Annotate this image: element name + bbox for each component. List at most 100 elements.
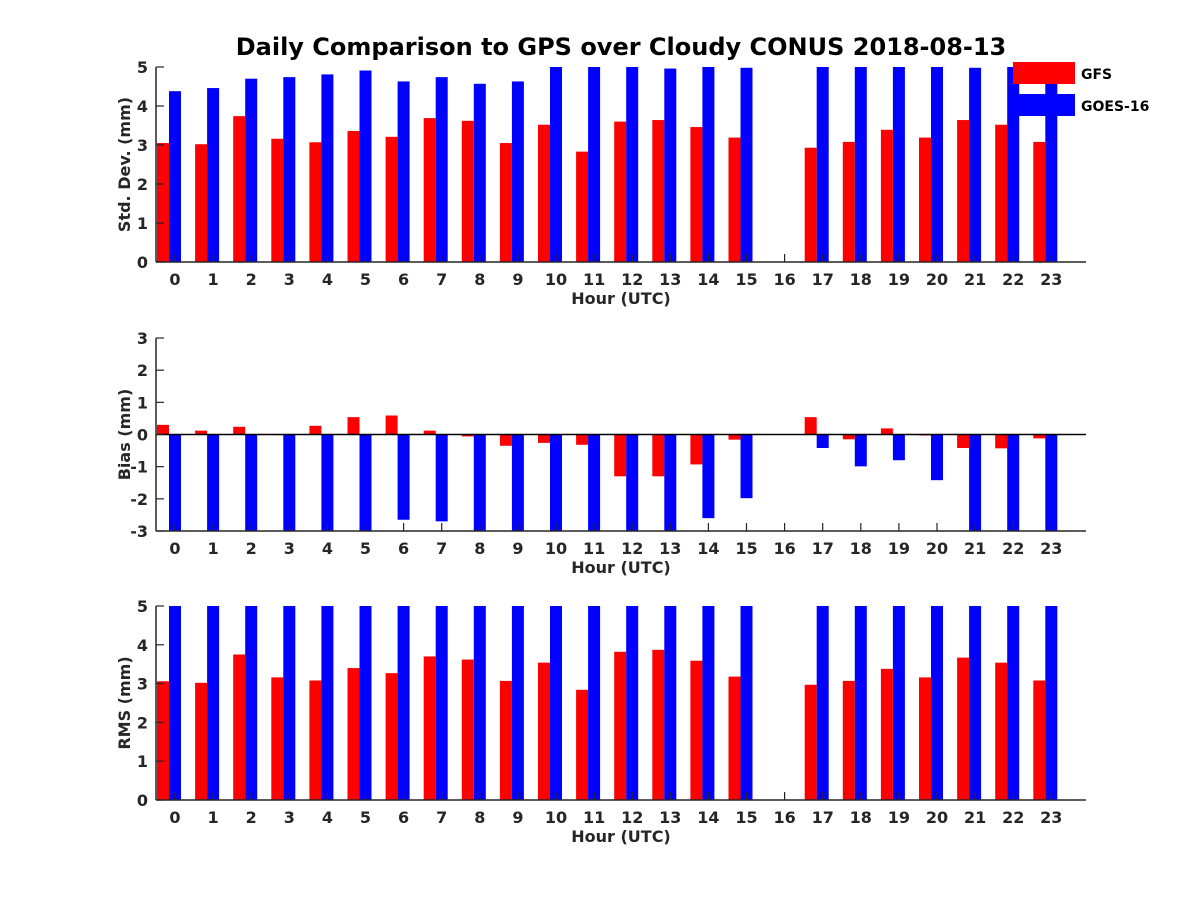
- y-tick-label: 5: [137, 58, 148, 77]
- x-tick-label: 21: [964, 539, 986, 558]
- x-tick-label: 10: [545, 270, 567, 289]
- x-tick-label: 16: [773, 539, 795, 558]
- bar-goes-16-hour-5: [359, 434, 372, 531]
- bar-gfs-hour-12: [614, 121, 627, 262]
- bar-gfs-hour-18: [842, 434, 855, 440]
- y-tick-label: 0: [137, 426, 148, 445]
- bar-gfs-hour-20: [919, 137, 931, 262]
- x-tick-label: 5: [360, 539, 371, 558]
- bar-goes-16-hour-1: [207, 434, 220, 531]
- bar-goes-16-hour-19: [892, 67, 905, 262]
- y-axis-label: Std. Dev. (mm): [115, 97, 134, 232]
- x-tick-label: 11: [583, 539, 605, 558]
- bar-gfs-hour-10: [538, 434, 550, 443]
- bar-gfs-hour-5: [347, 130, 360, 262]
- y-tick-label: 1: [137, 752, 148, 771]
- bar-goes-16-hour-13: [664, 68, 677, 262]
- bar-goes-16-hour-15: [740, 67, 753, 262]
- bar-gfs-hour-0: [157, 681, 169, 800]
- bar-gfs-hour-4: [309, 142, 322, 262]
- bar-goes-16-hour-14: [702, 434, 715, 519]
- bar-gfs-hour-2: [233, 654, 246, 800]
- y-tick-label: -3: [130, 522, 148, 541]
- x-tick-label: 20: [926, 808, 948, 827]
- x-tick-label: 14: [697, 270, 719, 289]
- x-tick-label: 0: [169, 539, 180, 558]
- x-tick-label: 21: [964, 808, 986, 827]
- bar-goes-16-hour-15: [740, 606, 753, 800]
- y-tick-label: 3: [137, 675, 148, 694]
- bar-gfs-hour-19: [880, 668, 893, 800]
- bar-goes-16-hour-14: [702, 606, 715, 800]
- legend: GFS GOES-16: [1013, 62, 1149, 116]
- bar-goes-16-hour-7: [435, 606, 448, 800]
- x-tick-label: 23: [1040, 808, 1062, 827]
- bar-gfs-hour-17: [804, 684, 817, 800]
- bar-gfs-hour-6: [385, 673, 398, 800]
- bar-gfs-hour-1: [195, 144, 208, 262]
- x-tick-label: 3: [284, 808, 295, 827]
- bar-gfs-hour-14: [690, 434, 703, 465]
- bar-goes-16-hour-19: [892, 606, 905, 800]
- bar-gfs-hour-7: [423, 656, 436, 800]
- bar-gfs-hour-17: [804, 417, 817, 435]
- x-tick-label: 14: [697, 539, 719, 558]
- x-tick-label: 7: [436, 270, 447, 289]
- bar-gfs-hour-1: [195, 430, 208, 435]
- x-tick-label: 12: [621, 808, 643, 827]
- x-tick-label: 15: [735, 808, 757, 827]
- bar-gfs-hour-1: [195, 682, 208, 800]
- bar-gfs-hour-21: [957, 657, 970, 800]
- bar-gfs-hour-10: [538, 662, 550, 800]
- bar-gfs-hour-22: [995, 124, 1008, 262]
- bar-goes-16-hour-2: [245, 78, 258, 262]
- x-tick-label: 2: [246, 539, 257, 558]
- bar-gfs-hour-8: [461, 659, 474, 800]
- bar-gfs-hour-15: [728, 434, 741, 440]
- bar-goes-16-hour-0: [169, 91, 181, 263]
- bar-gfs-hour-7: [423, 118, 436, 262]
- x-tick-label: 8: [474, 539, 485, 558]
- bar-goes-16-hour-23: [1045, 606, 1058, 800]
- legend-swatch-gfs: [1013, 62, 1075, 84]
- y-tick-label: 0: [137, 253, 148, 272]
- bar-gfs-hour-9: [499, 143, 512, 262]
- bar-goes-16-hour-3: [283, 434, 296, 531]
- bar-goes-16-hour-0: [169, 606, 181, 800]
- bar-gfs-hour-23: [1033, 434, 1046, 439]
- x-tick-label: 19: [888, 270, 910, 289]
- x-tick-label: 20: [926, 270, 948, 289]
- x-tick-label: 20: [926, 539, 948, 558]
- x-tick-label: 23: [1040, 270, 1062, 289]
- x-tick-label: 17: [812, 808, 834, 827]
- bar-gfs-hour-15: [728, 676, 741, 800]
- bar-gfs-hour-19: [880, 129, 893, 262]
- x-tick-label: 6: [398, 539, 409, 558]
- x-tick-label: 5: [360, 808, 371, 827]
- bar-goes-16-hour-13: [664, 606, 677, 800]
- bar-gfs-hour-19: [880, 428, 893, 435]
- bar-gfs-hour-11: [576, 434, 589, 445]
- x-tick-label: 16: [773, 270, 795, 289]
- x-tick-label: 10: [545, 808, 567, 827]
- bar-goes-16-hour-1: [207, 88, 220, 262]
- bar-gfs-hour-17: [804, 147, 817, 262]
- bar-goes-16-hour-6: [397, 81, 410, 263]
- y-tick-label: 4: [137, 636, 148, 655]
- y-tick-label: 4: [137, 97, 148, 116]
- legend-label-goes-16: GOES-16: [1081, 99, 1149, 115]
- x-tick-label: 13: [659, 270, 681, 289]
- y-axis-label: Bias (mm): [115, 389, 134, 481]
- bar-goes-16-hour-7: [435, 77, 448, 262]
- bar-gfs-hour-23: [1033, 141, 1046, 262]
- bar-goes-16-hour-9: [511, 606, 524, 800]
- x-axis-label: Hour (UTC): [571, 558, 671, 577]
- bar-goes-16-hour-18: [854, 434, 867, 467]
- bar-goes-16-hour-12: [626, 606, 639, 800]
- x-tick-label: 22: [1002, 808, 1024, 827]
- x-tick-label: 22: [1002, 539, 1024, 558]
- bar-gfs-hour-13: [652, 434, 665, 477]
